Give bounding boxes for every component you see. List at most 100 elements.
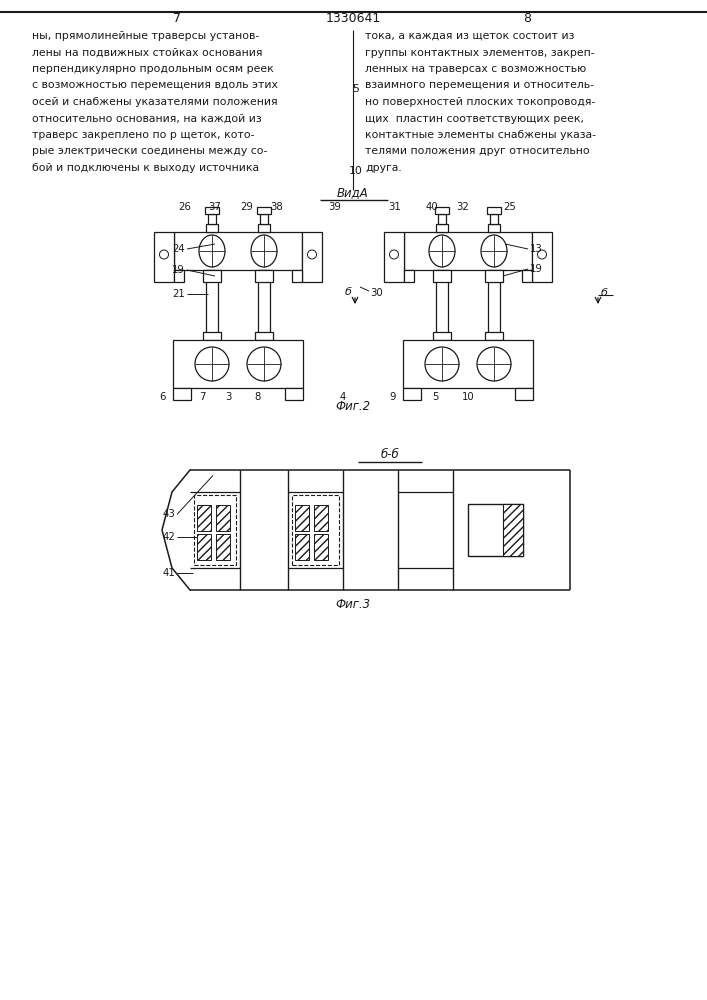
Text: б-б: б-б xyxy=(380,448,399,462)
Text: Фиг.2: Фиг.2 xyxy=(335,400,370,414)
Bar xyxy=(488,270,500,340)
Text: б: б xyxy=(345,287,352,297)
Bar xyxy=(522,270,532,282)
Bar xyxy=(403,340,533,388)
Bar xyxy=(174,232,302,270)
Bar xyxy=(404,232,532,270)
Text: 10: 10 xyxy=(349,166,363,176)
Text: 30: 30 xyxy=(370,288,382,298)
Bar xyxy=(384,232,404,282)
Text: 3: 3 xyxy=(225,392,231,402)
Text: рые электрически соединены между со-: рые электрически соединены между со- xyxy=(32,146,267,156)
Text: с возможностью перемещения вдоль этих: с возможностью перемещения вдоль этих xyxy=(32,81,278,91)
Bar xyxy=(295,505,309,531)
Bar xyxy=(154,232,174,282)
Bar xyxy=(438,214,446,224)
Bar xyxy=(258,270,270,340)
Bar xyxy=(436,270,448,340)
Bar xyxy=(503,504,523,556)
Text: группы контактных элементов, закреп-: группы контактных элементов, закреп- xyxy=(365,47,595,57)
Bar xyxy=(197,505,211,531)
Text: относительно основания, на каждой из: относительно основания, на каждой из xyxy=(32,113,262,123)
Bar xyxy=(206,270,218,340)
Bar xyxy=(488,224,500,232)
Text: траверс закреплено по р щеток, кото-: траверс закреплено по р щеток, кото- xyxy=(32,130,255,140)
Text: ны, прямолинейные траверсы установ-: ны, прямолинейные траверсы установ- xyxy=(32,31,259,41)
Text: 39: 39 xyxy=(329,202,341,212)
Bar xyxy=(468,504,523,556)
Text: 25: 25 xyxy=(503,202,516,212)
Bar xyxy=(174,270,184,282)
Text: друга.: друга. xyxy=(365,163,402,173)
Bar xyxy=(203,332,221,340)
Bar xyxy=(515,388,533,400)
Text: 13: 13 xyxy=(530,244,543,254)
Text: 6: 6 xyxy=(160,392,166,402)
Bar xyxy=(435,207,449,214)
Bar xyxy=(436,224,448,232)
Bar xyxy=(302,232,322,282)
Bar xyxy=(292,495,339,565)
Text: 1330641: 1330641 xyxy=(325,12,380,25)
Text: щих  пластин соответствующих реек,: щих пластин соответствующих реек, xyxy=(365,113,584,123)
Text: контактные элементы снабжены указа-: контактные элементы снабжены указа- xyxy=(365,130,596,140)
Bar xyxy=(216,534,230,560)
Bar xyxy=(433,332,451,340)
Text: тока, а каждая из щеток состоит из: тока, а каждая из щеток состоит из xyxy=(365,31,574,41)
Text: ленных на траверсах с возможностью: ленных на траверсах с возможностью xyxy=(365,64,586,74)
Bar xyxy=(173,388,191,400)
Bar xyxy=(403,388,421,400)
Bar xyxy=(487,207,501,214)
Bar xyxy=(485,332,503,340)
Bar xyxy=(173,340,303,388)
Text: Фиг.3: Фиг.3 xyxy=(335,598,370,611)
Text: 26: 26 xyxy=(179,202,192,212)
Bar xyxy=(255,332,273,340)
Bar xyxy=(216,505,230,531)
Text: перпендикулярно продольным осям реек: перпендикулярно продольным осям реек xyxy=(32,64,274,74)
Text: 42: 42 xyxy=(162,532,175,542)
Bar xyxy=(285,388,303,400)
Text: 40: 40 xyxy=(426,202,438,212)
Text: взаимного перемещения и относитель-: взаимного перемещения и относитель- xyxy=(365,81,594,91)
Text: лены на подвижных стойках основания: лены на подвижных стойках основания xyxy=(32,47,262,57)
Bar xyxy=(433,270,451,282)
Bar xyxy=(208,214,216,224)
Text: 4: 4 xyxy=(340,392,346,402)
Text: 8: 8 xyxy=(255,392,261,402)
Bar xyxy=(292,270,302,282)
Bar xyxy=(314,534,328,560)
Bar xyxy=(205,207,219,214)
Text: ВидА: ВидА xyxy=(337,186,369,200)
Bar xyxy=(485,270,503,282)
Text: 38: 38 xyxy=(271,202,284,212)
Text: 7: 7 xyxy=(199,392,205,402)
Text: осей и снабжены указателями положения: осей и снабжены указателями положения xyxy=(32,97,278,107)
Text: 31: 31 xyxy=(389,202,402,212)
Bar xyxy=(314,505,328,531)
Text: 29: 29 xyxy=(240,202,253,212)
Bar xyxy=(404,270,414,282)
Bar xyxy=(194,495,236,565)
Bar xyxy=(206,224,218,232)
Text: но поверхностей плоских токопроводя-: но поверхностей плоских токопроводя- xyxy=(365,97,595,107)
Bar xyxy=(257,207,271,214)
Bar xyxy=(295,534,309,560)
Bar xyxy=(255,270,273,282)
Text: б: б xyxy=(601,288,608,298)
Bar xyxy=(203,270,221,282)
Text: 32: 32 xyxy=(457,202,469,212)
Text: 7: 7 xyxy=(173,12,181,25)
Bar xyxy=(197,534,211,560)
Text: 10: 10 xyxy=(462,392,474,402)
Text: бой и подключены к выходу источника: бой и подключены к выходу источника xyxy=(32,163,259,173)
Bar xyxy=(260,214,268,224)
Text: 21: 21 xyxy=(173,289,185,299)
Text: 9: 9 xyxy=(390,392,396,402)
Text: 19: 19 xyxy=(172,265,185,275)
Bar xyxy=(532,232,552,282)
Text: телями положения друг относительно: телями положения друг относительно xyxy=(365,146,590,156)
Text: 37: 37 xyxy=(209,202,221,212)
Text: 24: 24 xyxy=(173,244,185,254)
Bar xyxy=(258,224,270,232)
